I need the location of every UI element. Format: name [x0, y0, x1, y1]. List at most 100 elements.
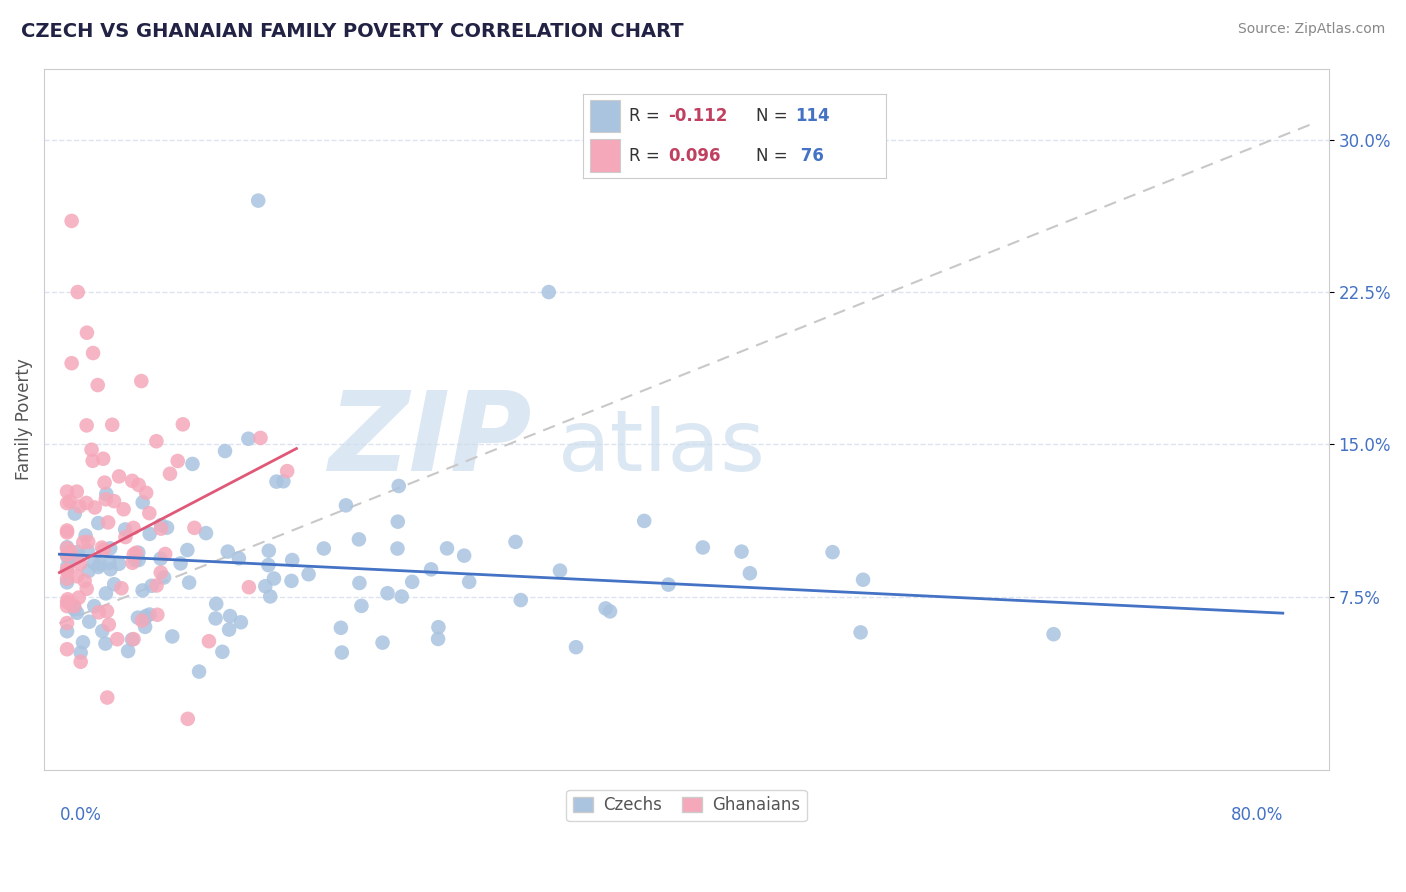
Point [60, 545, 83, 559]
Point [273, 475, 295, 489]
Point [87, 605, 110, 619]
Point [548, 564, 571, 578]
Point [83, 599, 105, 614]
Point [56, 595, 79, 609]
Point [87, 560, 110, 574]
Point [217, 544, 239, 558]
Text: 0.096: 0.096 [668, 147, 721, 165]
Text: R =: R = [628, 107, 665, 125]
Point [69, 557, 91, 571]
Point [121, 632, 143, 647]
Point [280, 574, 302, 588]
Point [76, 543, 98, 558]
Point [75, 528, 97, 542]
Point [1042, 627, 1064, 641]
Point [436, 541, 458, 556]
Point [127, 546, 149, 560]
Text: ZIP: ZIP [329, 386, 533, 493]
Point [692, 541, 714, 555]
Point [229, 615, 252, 630]
Point [453, 549, 475, 563]
Point [108, 469, 131, 483]
Point [66, 606, 89, 620]
Point [59, 549, 82, 563]
Legend: Czechs, Ghanaians: Czechs, Ghanaians [567, 789, 807, 821]
Point [56, 541, 79, 556]
Point [388, 479, 411, 493]
Point [56, 572, 79, 586]
Point [218, 623, 240, 637]
Text: N =: N = [756, 147, 793, 165]
Point [82, 454, 104, 468]
Point [100, 562, 122, 576]
Point [159, 467, 181, 481]
Text: 80.0%: 80.0% [1230, 806, 1282, 824]
Point [134, 620, 156, 634]
Point [96, 604, 118, 618]
Point [266, 475, 288, 489]
Point [595, 601, 617, 615]
Point [69, 646, 91, 660]
Point [169, 557, 191, 571]
Point [110, 581, 132, 595]
Text: CZECH VS GHANAIAN FAMILY POVERTY CORRELATION CHART: CZECH VS GHANAIAN FAMILY POVERTY CORRELA… [21, 22, 683, 41]
Point [98, 556, 121, 570]
Point [98, 541, 121, 556]
Point [56, 592, 79, 607]
Point [350, 599, 373, 613]
Text: atlas: atlas [558, 406, 766, 489]
Point [135, 485, 157, 500]
Point [195, 526, 218, 541]
Point [125, 546, 148, 560]
Point [211, 645, 233, 659]
Point [458, 574, 481, 589]
Point [94, 586, 117, 600]
Text: N =: N = [756, 107, 793, 125]
Point [77, 615, 100, 629]
Point [377, 586, 399, 600]
Point [56, 525, 79, 540]
Point [97, 516, 120, 530]
Point [63, 507, 86, 521]
Point [172, 417, 194, 432]
Point [141, 579, 163, 593]
Point [124, 553, 146, 567]
Text: -0.112: -0.112 [668, 107, 727, 125]
Point [77, 534, 100, 549]
Point [330, 646, 353, 660]
Point [150, 522, 173, 536]
Point [228, 551, 250, 566]
Point [93, 475, 115, 490]
Point [56, 484, 79, 499]
Point [56, 496, 79, 510]
Text: R =: R = [628, 147, 665, 165]
Point [67, 591, 90, 605]
Point [56, 559, 79, 574]
Point [60, 214, 83, 228]
Point [145, 578, 167, 592]
Point [427, 632, 450, 646]
Point [73, 574, 96, 588]
Point [335, 499, 357, 513]
Point [263, 572, 285, 586]
Point [121, 556, 143, 570]
Point [59, 551, 82, 566]
Point [730, 544, 752, 558]
Point [128, 553, 150, 567]
Point [565, 640, 588, 655]
Point [82, 346, 104, 360]
Point [254, 579, 277, 593]
Point [56, 563, 79, 577]
Point [347, 533, 370, 547]
Point [153, 547, 176, 561]
Point [371, 635, 394, 649]
Point [238, 580, 260, 594]
Point [108, 557, 131, 571]
Point [69, 655, 91, 669]
Point [72, 535, 94, 549]
Point [821, 545, 844, 559]
Point [91, 541, 114, 555]
Point [657, 577, 679, 591]
Point [76, 326, 98, 340]
Point [156, 520, 179, 534]
